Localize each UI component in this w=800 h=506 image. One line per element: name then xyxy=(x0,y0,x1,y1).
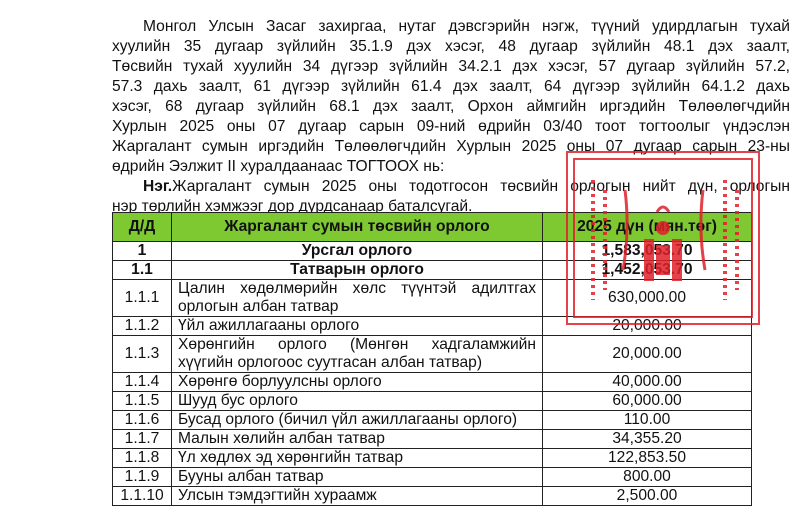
table-row: 1 Урсгал орлого 1,583,053.70 xyxy=(112,241,752,261)
row-name: Бууны албан татвар xyxy=(171,467,543,487)
preamble-line: Хурлын 2025 оны 07 дугаар сарын 09-ний ө… xyxy=(112,118,790,135)
row-amount: 630,000.00 xyxy=(542,279,752,317)
row-name: Татварын орлого xyxy=(171,260,543,280)
table-row: 1.1.10 Улсын тэмдэгтийн хураамж 2,500.00 xyxy=(112,486,752,506)
section-text: Жаргалант сумын 2025 оны тодотгосон төсв… xyxy=(172,178,790,195)
section-text: нэр төрлийн хэмжээг дор дурдсанаар батал… xyxy=(112,198,473,215)
preamble-line: 57.3 дахь заалт, 61 дүгээр зүйлийн 61.4 … xyxy=(112,78,790,95)
row-name: Хөрөнгийн орлого (Мөнгөн хадгаламжийн хү… xyxy=(171,335,543,373)
row-amount: 2,500.00 xyxy=(542,486,752,506)
row-name: Малын хөлийн албан татвар xyxy=(171,429,543,449)
table-row: 1.1.4 Хөрөнгө борлуулсны орлого 40,000.00 xyxy=(112,372,752,392)
table-row: 1.1.1 Цалин хөдөлмөрийн хөлс түүнтэй адил… xyxy=(112,279,752,317)
row-amount: 1,452,053.70 xyxy=(542,260,752,280)
row-name: Урсгал орлого xyxy=(171,241,543,261)
row-amount: 122,853.50 xyxy=(542,448,752,468)
preamble-line: хэсэг, 68 дугаар зүйлийн 68.1 дэх заалт,… xyxy=(112,98,790,115)
row-number: 1.1.5 xyxy=(112,391,172,411)
preamble-line: өдрийн Ээлжит II хуралдаанаас ТОГТООХ нь… xyxy=(112,158,445,175)
row-amount: 20,000.00 xyxy=(542,335,752,373)
row-number: 1.1.1 xyxy=(112,279,172,317)
row-amount: 34,355.20 xyxy=(542,429,752,449)
table-row: 1.1 Татварын орлого 1,452,053.70 xyxy=(112,260,752,280)
row-amount: 800.00 xyxy=(542,467,752,487)
row-number: 1 xyxy=(112,241,172,261)
row-amount: 40,000.00 xyxy=(542,372,752,392)
row-number: 1.1.2 xyxy=(112,316,172,336)
section-one: Нэг.Жаргалант сумын 2025 оны тодотгосон … xyxy=(112,177,790,217)
table-row: 1.1.8 Үл хөдлөх эд хөрөнгийн татвар 122,85… xyxy=(112,448,752,468)
row-number: 1.1.9 xyxy=(112,467,172,487)
table-row: 1.1.5 Шууд бус орлого 60,000.00 xyxy=(112,391,752,411)
preamble-paragraph: Монгол Улсын Засаг захиргаа, нутаг дэвсг… xyxy=(112,17,790,177)
row-number: 1.1.6 xyxy=(112,410,172,430)
row-amount: 20,000.00 xyxy=(542,316,752,336)
table-row: 1.1.2 Үйл ажиллагааны орлого 20,000.00 xyxy=(112,316,752,336)
row-amount: 110.00 xyxy=(542,410,752,430)
row-number: 1.1 xyxy=(112,260,172,280)
table-row: 1.1.6 Бусад орлого (бичил үйл ажиллагааны… xyxy=(112,410,752,430)
row-name: Цалин хөдөлмөрийн хөлс түүнтэй адилтгах … xyxy=(171,279,543,317)
row-name: Үйл ажиллагааны орлого xyxy=(171,316,543,336)
row-amount: 1,583,053.70 xyxy=(542,241,752,261)
row-name: Бусад орлого (бичил үйл ажиллагааны орло… xyxy=(171,410,543,430)
header-no: Д/Д xyxy=(112,212,172,242)
header-amount: 2025 дүн (мян.төг) xyxy=(542,212,752,242)
preamble-line: Жаргалант сумын иргэдийн Төлөөлөгчдийн Х… xyxy=(112,138,790,155)
preamble-line: Монгол Улсын Засаг захиргаа, нутаг дэвсг… xyxy=(143,18,790,35)
row-amount: 60,000.00 xyxy=(542,391,752,411)
table-row: 1.1.7 Малын хөлийн албан татвар 34,355.20 xyxy=(112,429,752,449)
row-number: 1.1.7 xyxy=(112,429,172,449)
row-number: 1.1.4 xyxy=(112,372,172,392)
row-name: Үл хөдлөх эд хөрөнгийн татвар xyxy=(171,448,543,468)
table-row: 1.1.9 Бууны албан татвар 800.00 xyxy=(112,467,752,487)
row-number: 1.1.3 xyxy=(112,335,172,373)
section-label: Нэг. xyxy=(143,178,173,195)
header-name: Жаргалант сумын төсвийн орлого xyxy=(171,212,543,242)
row-number: 1.1.10 xyxy=(112,486,172,506)
preamble-line: Төсвийн тухай хуулийн 34 дүгээр зүйлийн … xyxy=(112,58,790,75)
table-row: 1.1.3 Хөрөнгийн орлого (Мөнгөн хадгаламжи… xyxy=(112,335,752,373)
row-name: Шууд бус орлого xyxy=(171,391,543,411)
row-number: 1.1.8 xyxy=(112,448,172,468)
row-name: Улсын тэмдэгтийн хураамж xyxy=(171,486,543,506)
revenue-table: Д/Д Жаргалант сумын төсвийн орлого 2025 … xyxy=(112,212,752,506)
row-name: Хөрөнгө борлуулсны орлого xyxy=(171,372,543,392)
preamble-line: хуулийн 35 дугаар зүйлийн 35.1.9 дэх хэс… xyxy=(112,38,790,55)
table-header-row: Д/Д Жаргалант сумын төсвийн орлого 2025 … xyxy=(112,212,752,242)
